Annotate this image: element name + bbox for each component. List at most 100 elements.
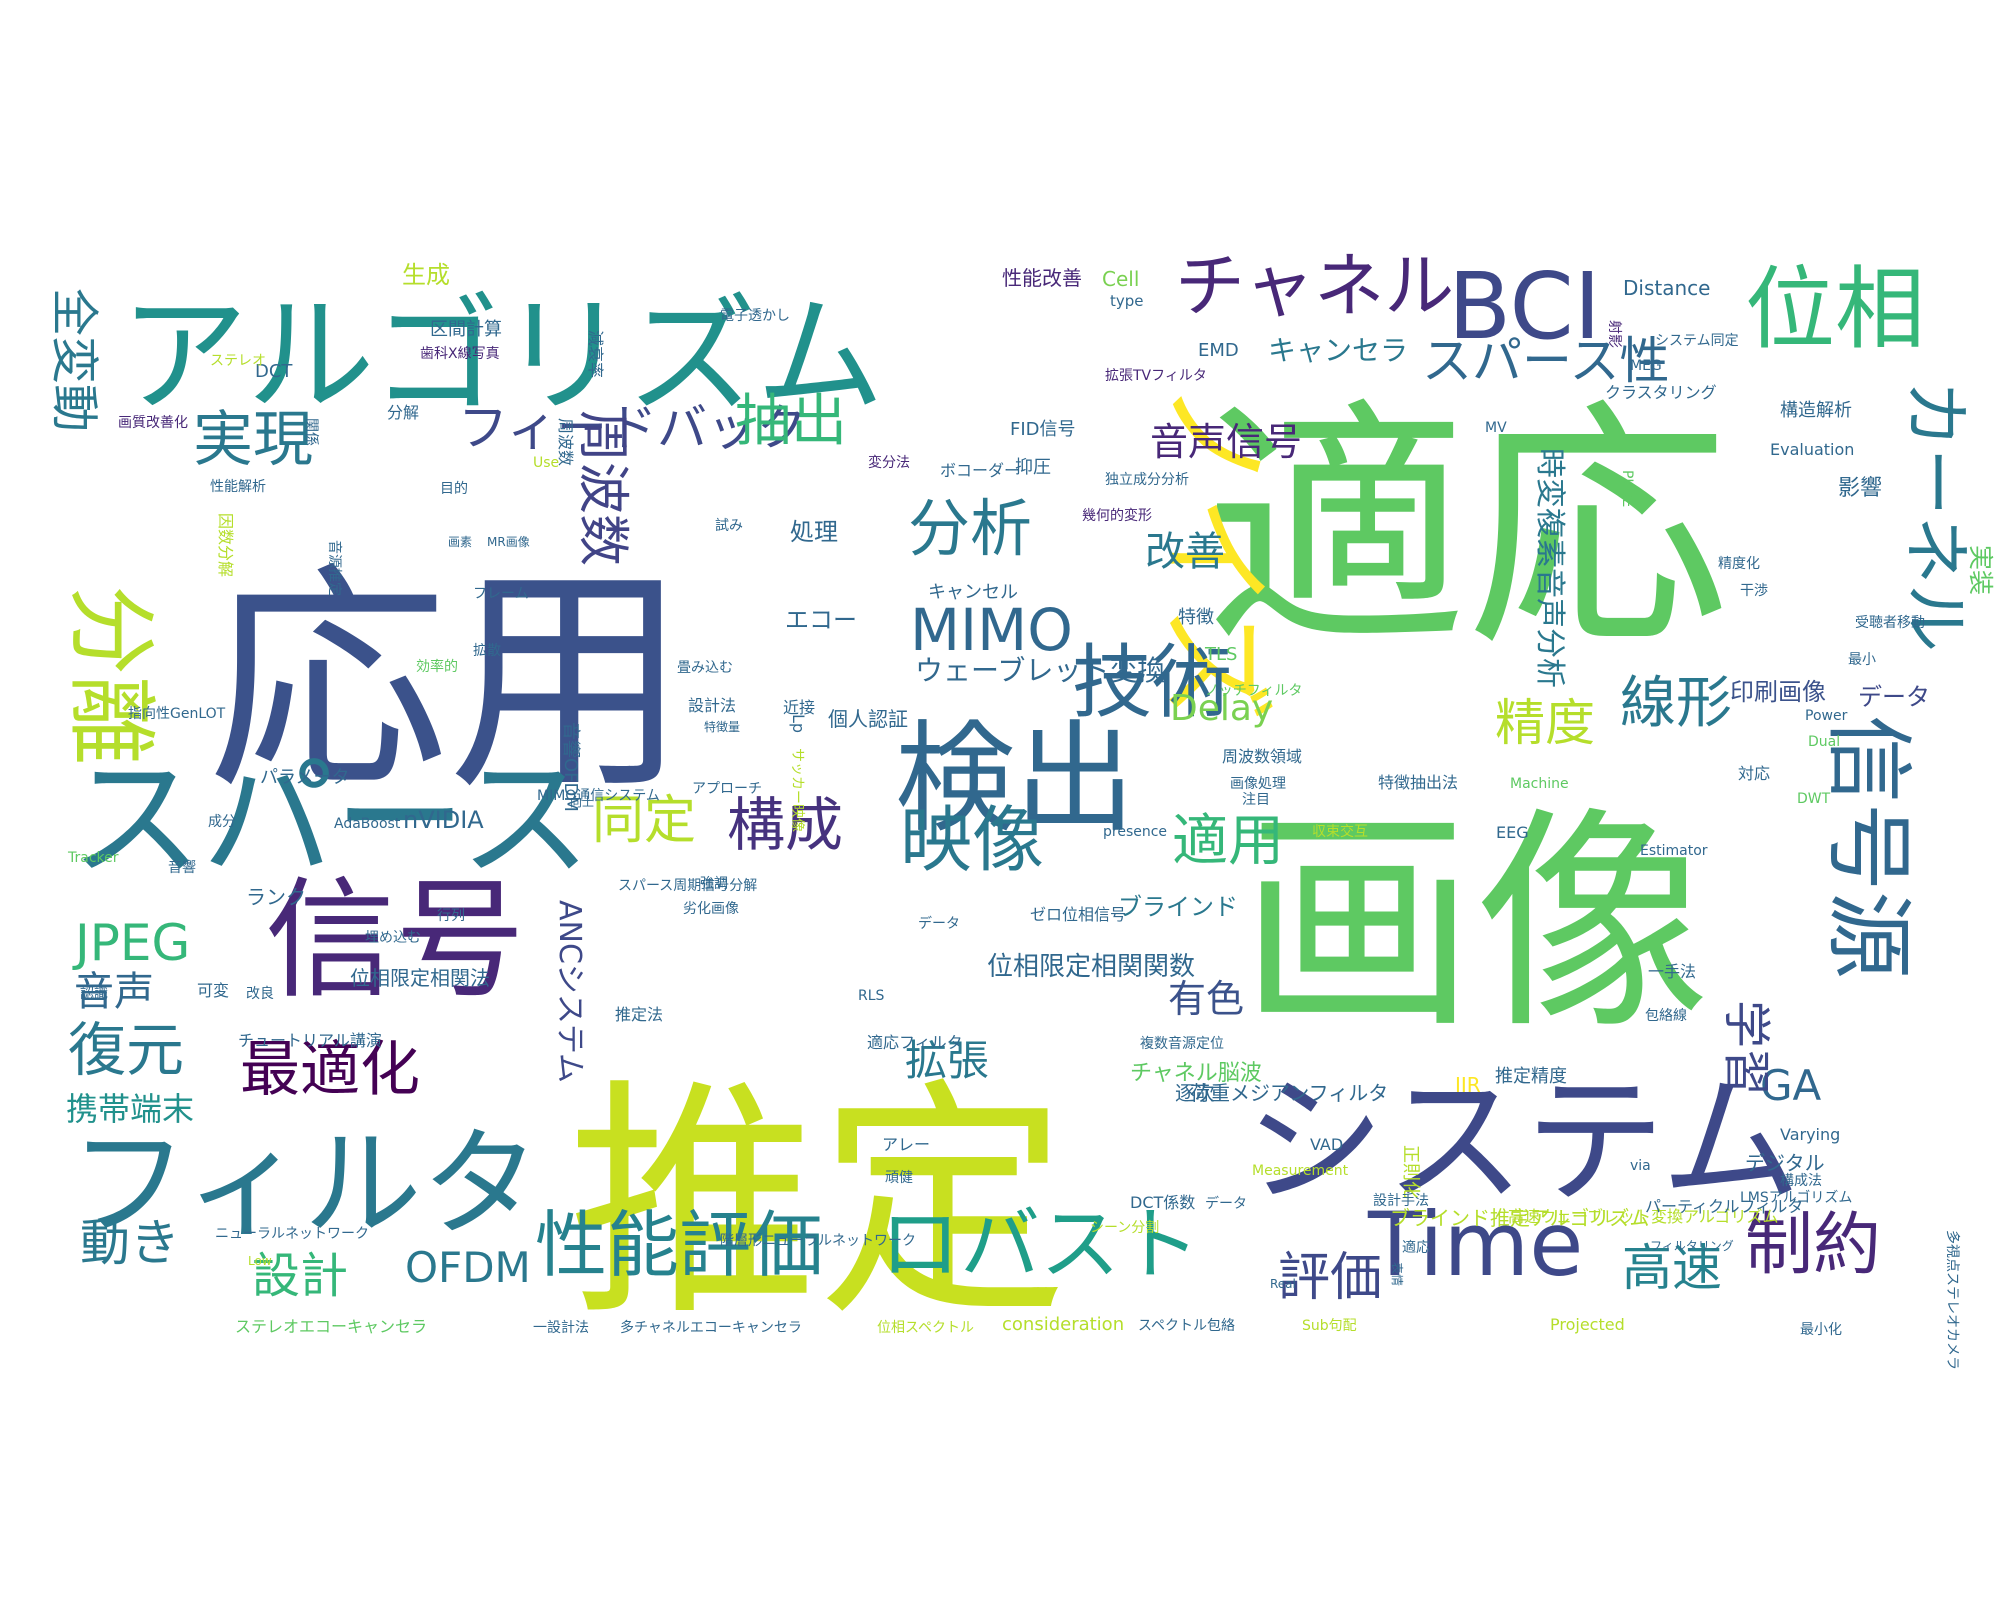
cloud-word: 高速 xyxy=(1622,1239,1722,1297)
cloud-word: 対応 xyxy=(1738,764,1770,783)
cloud-word: 抽出 xyxy=(735,389,847,454)
cloud-word: AdaBoost xyxy=(334,816,401,832)
cloud-word: 複数音源定位 xyxy=(1140,1035,1224,1052)
cloud-word: 線形 xyxy=(1620,671,1732,736)
cloud-word: 関係 xyxy=(303,418,319,446)
cloud-word: 向上 xyxy=(570,794,594,809)
cloud-word: Tracker xyxy=(67,850,119,866)
cloud-word: 行列 xyxy=(437,908,465,924)
cloud-word: TLS xyxy=(1204,644,1237,665)
cloud-word: ノイズ xyxy=(1147,380,1281,722)
cloud-word: 個人認証 xyxy=(828,707,908,731)
cloud-word: 位相限定相関関数 xyxy=(987,952,1195,982)
cloud-word: 分離 xyxy=(58,585,163,765)
cloud-word: EMD xyxy=(1198,340,1239,361)
cloud-word: 位相スペクトル xyxy=(877,1320,974,1336)
cloud-word: 特徴抽出法 xyxy=(1378,773,1458,792)
cloud-word: 構造解析 xyxy=(1780,400,1852,421)
cloud-word: 拡張TVフィルタ xyxy=(1105,368,1207,384)
cloud-word: consideration xyxy=(1002,1314,1124,1335)
cloud-word: Real xyxy=(1270,1277,1296,1291)
cloud-word: 拡散 xyxy=(473,643,501,659)
cloud-word: 抑圧 xyxy=(1015,457,1051,478)
cloud-word: 学習 xyxy=(1718,1000,1774,1096)
cloud-word: チャネル xyxy=(1175,245,1454,327)
cloud-word: 歯科X線写真 xyxy=(420,346,500,362)
cloud-word: 音響OFDM xyxy=(560,722,581,812)
cloud-word: 独立成分分析 xyxy=(1105,472,1189,488)
cloud-word: 射影 xyxy=(1606,320,1622,348)
cloud-word: RLS xyxy=(858,988,885,1004)
cloud-word: DCT係数 xyxy=(1130,1193,1195,1212)
cloud-word: 音源推定 xyxy=(326,540,343,596)
cloud-word: 設計手法 xyxy=(1373,1193,1429,1209)
cloud-word: 適用 xyxy=(1172,809,1284,874)
cloud-word: フィルタリング xyxy=(1650,1239,1734,1253)
cloud-word: システム同定 xyxy=(1655,333,1739,349)
cloud-word: 高速ウェーブレット変換アルゴリズム xyxy=(1508,1207,1779,1226)
cloud-word: 指向性GenLOT xyxy=(128,706,226,722)
cloud-word: 最小化 xyxy=(1800,1322,1842,1338)
cloud-word: チャネル脳波 xyxy=(1130,1061,1262,1086)
cloud-word: 携帯端末 xyxy=(66,1090,194,1128)
cloud-word: 影響 xyxy=(1838,476,1882,501)
cloud-word: スペクトル包絡 xyxy=(1138,1318,1235,1334)
cloud-word: 性能評価 xyxy=(535,1203,823,1287)
cloud-word: アレー xyxy=(882,1135,930,1154)
cloud-word: 目的 xyxy=(440,481,468,497)
cloud-word: Power xyxy=(1805,708,1848,724)
cloud-word: 処理 xyxy=(790,518,838,546)
cloud-word: 精度化 xyxy=(1718,556,1760,572)
cloud-word: 正則化 xyxy=(1400,1145,1421,1199)
cloud-word: 生成 xyxy=(402,261,450,289)
cloud-word: 包絡線 xyxy=(1645,1008,1687,1024)
cloud-word: 受聴者移動 xyxy=(1855,615,1925,631)
cloud-word: 階層形ニューラルネットワーク xyxy=(720,1233,916,1249)
cloud-word: デジタル xyxy=(1745,1151,1825,1175)
cloud-word: 成分 xyxy=(208,814,236,830)
cloud-word: データ xyxy=(1858,683,1930,711)
cloud-word: 時変複素音声分析 xyxy=(1532,448,1567,688)
cloud-word: 逐次 xyxy=(1175,1081,1215,1105)
cloud-word: 区間計算 xyxy=(430,319,502,340)
cloud-word: ボコーダー xyxy=(940,461,1020,480)
cloud-word: 推定 xyxy=(568,1058,1068,1349)
cloud-word: 幾何的変形 xyxy=(1082,507,1152,524)
cloud-word: 認識 xyxy=(80,986,108,1002)
cloud-word: ニューラルネットワーク xyxy=(215,1226,369,1242)
cloud-word: 周波数 xyxy=(556,418,575,466)
cloud-word: パーティクルフィルタ xyxy=(1645,1197,1803,1216)
cloud-word: 強調 xyxy=(700,876,728,892)
cloud-word: 画像処理 xyxy=(1230,776,1286,792)
cloud-word: Measurement xyxy=(1252,1163,1349,1179)
cloud-word: 技術 xyxy=(1072,636,1232,729)
cloud-word: 性能改善 xyxy=(1002,266,1082,290)
cloud-word: フィルタ xyxy=(70,1115,540,1253)
cloud-word: MIMO xyxy=(910,596,1073,664)
cloud-word: 精度 xyxy=(1495,694,1595,752)
cloud-word: シーン分割 xyxy=(1090,1219,1159,1236)
cloud-word: ウェーブレット変換 xyxy=(915,654,1165,687)
cloud-word: presence xyxy=(1103,824,1167,840)
cloud-word: 試み xyxy=(715,518,743,534)
cloud-word: 実現 xyxy=(193,405,313,475)
cloud-word: 設計 xyxy=(252,1248,348,1304)
cloud-word: via xyxy=(1630,1158,1651,1174)
cloud-word: 推定精度 xyxy=(1495,1066,1567,1087)
cloud-word: 特徴量 xyxy=(704,719,740,734)
cloud-word: キャンセラ xyxy=(1268,334,1408,367)
cloud-word: nVIDIA xyxy=(403,806,484,834)
cloud-word: MV xyxy=(1485,420,1507,436)
cloud-word: Machine xyxy=(1510,776,1569,792)
cloud-word: 近接 xyxy=(783,698,815,717)
cloud-word: 構成法 xyxy=(1780,1173,1822,1189)
cloud-word: 推定法 xyxy=(615,1005,663,1024)
cloud-word: ゼロ位相信号 xyxy=(1030,905,1126,924)
cloud-word: GA xyxy=(1760,1061,1822,1110)
cloud-word: Projected xyxy=(1550,1315,1625,1334)
cloud-word: 収束交互 xyxy=(1312,823,1368,840)
cloud-word: 適応 xyxy=(1402,1239,1430,1256)
cloud-word: 適応 xyxy=(1205,377,1729,682)
cloud-word: 動き xyxy=(80,1214,180,1272)
